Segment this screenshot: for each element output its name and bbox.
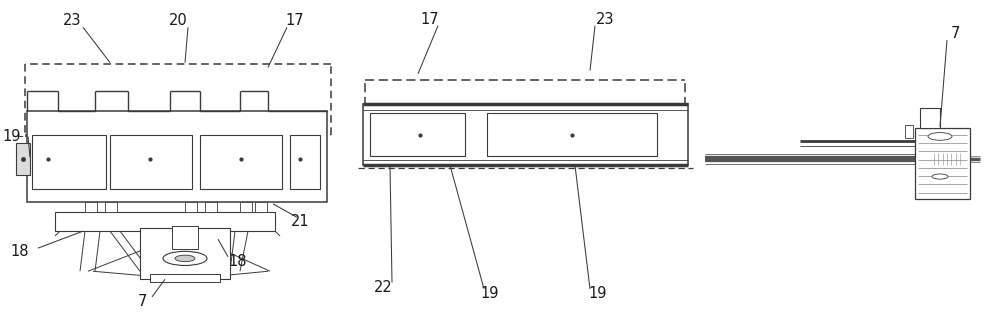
- Text: 19: 19: [481, 286, 499, 301]
- Bar: [363, 104, 688, 165]
- Bar: [915, 128, 970, 199]
- Text: 22: 22: [374, 280, 392, 295]
- Bar: [200, 135, 282, 189]
- Bar: [905, 125, 913, 138]
- Text: 17: 17: [286, 13, 304, 28]
- Text: 18: 18: [229, 254, 247, 269]
- Bar: [290, 135, 320, 189]
- Text: 20: 20: [169, 13, 187, 28]
- Bar: [110, 135, 192, 189]
- Bar: [55, 212, 275, 231]
- Text: 17: 17: [421, 12, 439, 27]
- Bar: [32, 135, 106, 189]
- Bar: [172, 226, 198, 249]
- Bar: [150, 274, 220, 282]
- Circle shape: [163, 251, 207, 265]
- Text: 19: 19: [589, 286, 607, 301]
- Bar: [140, 228, 230, 279]
- Bar: [105, 202, 117, 212]
- Circle shape: [175, 255, 195, 262]
- Bar: [370, 113, 465, 156]
- Bar: [16, 143, 30, 175]
- Bar: [487, 113, 657, 156]
- Text: 23: 23: [63, 13, 81, 28]
- Bar: [185, 202, 197, 212]
- Bar: [205, 202, 217, 212]
- Text: 23: 23: [596, 12, 614, 27]
- Circle shape: [928, 133, 952, 140]
- Bar: [85, 202, 97, 212]
- Circle shape: [932, 174, 948, 179]
- Bar: [27, 111, 327, 202]
- Bar: [920, 108, 940, 128]
- Text: 7: 7: [137, 294, 147, 309]
- Text: 7: 7: [950, 26, 960, 41]
- Text: 21: 21: [291, 214, 309, 229]
- Bar: [255, 202, 267, 212]
- Text: 18: 18: [11, 245, 29, 259]
- Bar: [240, 202, 252, 212]
- Text: 19: 19: [3, 129, 21, 144]
